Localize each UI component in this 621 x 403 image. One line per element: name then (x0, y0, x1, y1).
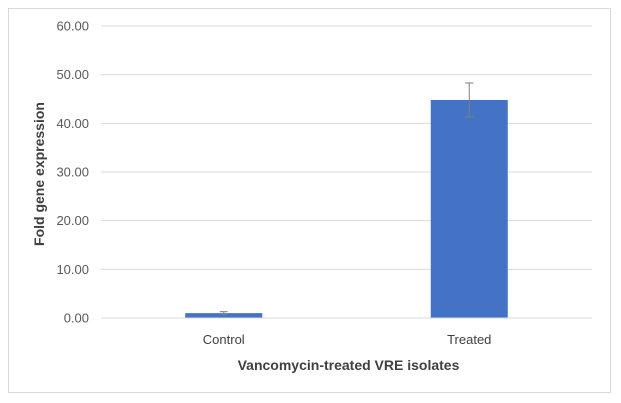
x-category-label: Control (203, 332, 245, 347)
x-category-label: Treated (447, 332, 491, 347)
error-bars (219, 82, 474, 316)
y-tick-label: 20.00 (56, 213, 89, 228)
y-tick-label: 60.00 (56, 19, 89, 34)
bar-control (185, 313, 263, 318)
gridlines (101, 25, 592, 270)
chart-frame (8, 8, 611, 393)
y-axis-title: Fold gene expression (31, 102, 47, 246)
y-tick-label: 10.00 (56, 262, 89, 277)
x-axis-categories: Control Treated (203, 332, 492, 347)
y-axis-ticks: 0.00 10.00 20.00 30.00 40.00 50.00 60.00 (56, 19, 89, 326)
y-tick-label: 0.00 (64, 311, 89, 326)
y-tick-label: 50.00 (56, 67, 89, 82)
y-tick-label: 40.00 (56, 116, 89, 131)
bar-treated (430, 99, 508, 319)
x-axis-title: Vancomycin-treated VRE isolates (238, 357, 460, 373)
bars (185, 99, 508, 319)
y-tick-label: 30.00 (56, 165, 89, 180)
